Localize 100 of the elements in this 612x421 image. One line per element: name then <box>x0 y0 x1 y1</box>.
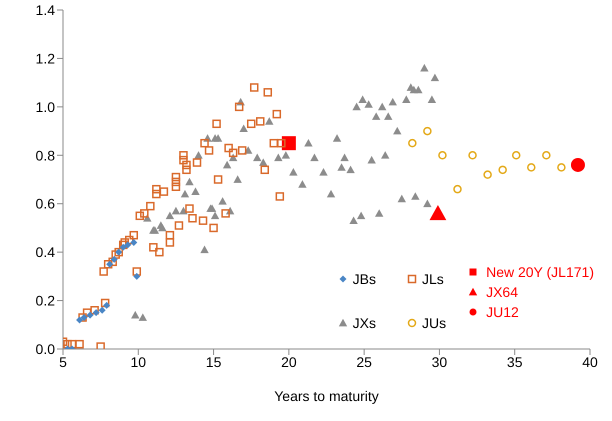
point <box>63 340 72 348</box>
point <box>96 342 105 349</box>
point <box>68 340 76 348</box>
point <box>260 166 270 174</box>
y-tick-label: 1.4 <box>36 2 56 18</box>
point <box>172 182 180 192</box>
point <box>90 306 99 315</box>
y-tick-label: 0.6 <box>36 196 56 212</box>
x-tick-label: 15 <box>206 354 222 370</box>
point <box>557 163 566 172</box>
point <box>438 151 447 160</box>
point <box>250 83 258 92</box>
point <box>130 238 138 246</box>
point <box>80 314 88 322</box>
point <box>124 241 132 248</box>
legend-label: JX64 <box>486 284 518 300</box>
y-tick-label: 0.2 <box>36 292 56 309</box>
point <box>106 260 114 268</box>
point <box>430 205 446 220</box>
point <box>172 172 180 182</box>
point <box>209 224 218 232</box>
point <box>174 221 184 230</box>
legend-label: JLs <box>422 271 444 287</box>
legend-label: JXs <box>352 315 376 331</box>
point <box>256 117 264 126</box>
point <box>238 146 246 155</box>
point <box>149 243 158 252</box>
point <box>198 216 208 225</box>
x-tick-label: 30 <box>432 354 448 370</box>
point <box>570 158 585 172</box>
point <box>483 170 492 179</box>
point <box>133 272 140 280</box>
x-tick-label: 25 <box>356 354 372 370</box>
point <box>155 248 164 256</box>
point <box>221 209 230 218</box>
point <box>246 120 256 128</box>
point <box>172 178 180 186</box>
point <box>234 102 244 112</box>
point <box>272 110 282 118</box>
legend-label: JBs <box>352 271 376 287</box>
point <box>179 151 188 160</box>
x-axis-title: Years to maturity <box>274 388 379 404</box>
point <box>188 214 197 222</box>
point <box>130 230 138 240</box>
point <box>120 244 127 251</box>
point <box>166 230 174 240</box>
point <box>146 202 155 210</box>
x-tick-label: 5 <box>59 354 68 370</box>
point <box>152 190 161 198</box>
point <box>110 256 118 263</box>
x-tick-label: 35 <box>506 354 523 370</box>
point <box>136 212 144 220</box>
point <box>212 120 221 128</box>
point <box>185 204 194 213</box>
point <box>98 306 106 314</box>
point <box>100 298 110 308</box>
legend-label: JUs <box>422 315 446 331</box>
point <box>282 136 296 150</box>
point <box>132 267 142 276</box>
point <box>527 163 536 172</box>
point <box>192 158 202 167</box>
point <box>86 312 94 319</box>
point <box>152 184 161 194</box>
y-tick-label: 0.4 <box>36 244 56 260</box>
point <box>228 148 238 158</box>
point <box>92 309 100 316</box>
x-tick-label: 40 <box>582 354 598 370</box>
x-tick-label: 20 <box>281 354 297 370</box>
x-tick-label: 10 <box>130 354 146 370</box>
point <box>408 138 417 148</box>
legend-label: JU12 <box>486 304 519 320</box>
point <box>200 138 209 148</box>
point <box>276 192 284 201</box>
point <box>277 138 286 148</box>
point <box>99 267 108 276</box>
legend-label: New 20Y (JL171) <box>486 264 594 280</box>
point <box>179 156 188 164</box>
point <box>166 238 174 247</box>
point <box>214 175 222 184</box>
point <box>224 144 233 152</box>
point <box>104 260 112 268</box>
point <box>468 151 477 160</box>
point <box>453 184 462 194</box>
point <box>270 138 278 148</box>
point <box>423 126 432 136</box>
point <box>498 166 507 174</box>
point <box>75 340 84 348</box>
y-tick-label: 1.2 <box>36 50 56 66</box>
y-tick-label: 0.8 <box>36 147 56 164</box>
point <box>542 151 551 160</box>
point <box>160 187 168 196</box>
y-tick-label: 1.0 <box>36 98 56 115</box>
point <box>103 302 110 309</box>
point <box>140 209 149 218</box>
y-tick-label: 0.0 <box>36 340 56 357</box>
point <box>512 151 520 160</box>
point <box>182 160 191 170</box>
point <box>76 316 84 324</box>
point <box>182 166 191 174</box>
point <box>264 88 272 97</box>
